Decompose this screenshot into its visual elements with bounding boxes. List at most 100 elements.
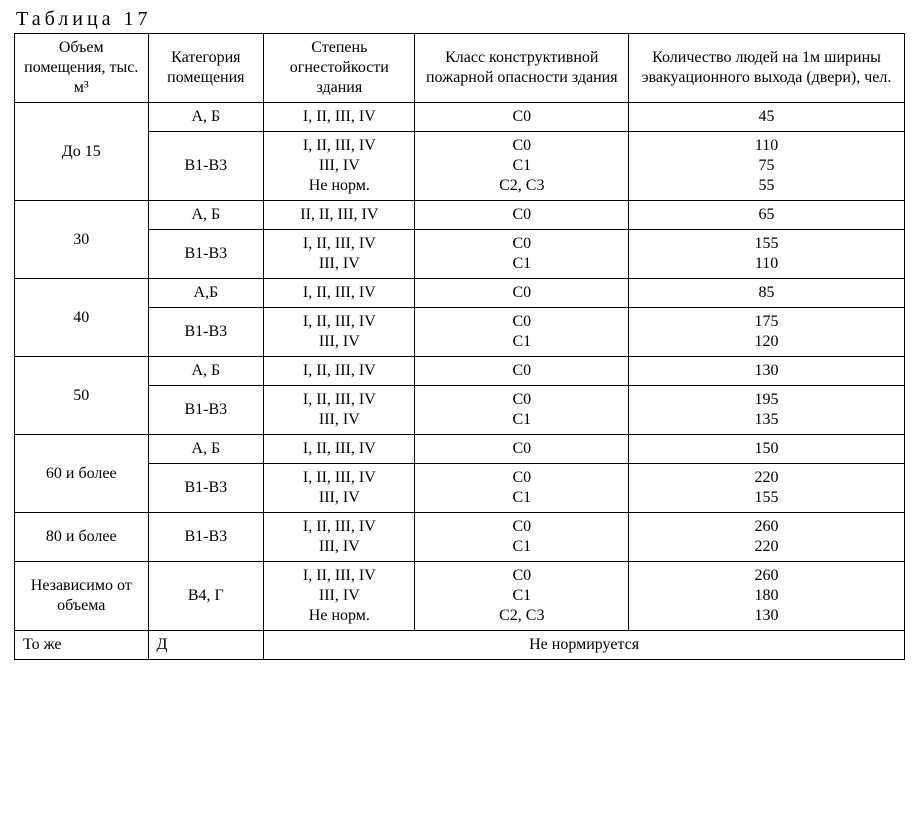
table-row: 60 и болееА, БI, II, III, IVС0150	[15, 435, 905, 464]
cell-people-line: 155	[635, 234, 898, 254]
table-row: 80 и болееВ1-В3I, II, III, IVIII, IVС0С1…	[15, 513, 905, 562]
table-row: До 15А, БI, II, III, IVС045	[15, 103, 905, 132]
cell-volume: 40	[15, 279, 149, 357]
cell-fire-resistance-line: III, IV	[270, 332, 408, 352]
header-row: Объем помещения, тыс. м³ Категория помещ…	[15, 34, 905, 103]
cell-fire-class: С0С1	[415, 308, 629, 357]
cell-people-line: 260	[635, 566, 898, 586]
table-row: В1-В3I, II, III, IVIII, IVС0С1175120	[15, 308, 905, 357]
cell-fire-resistance: I, II, III, IVIII, IV	[264, 308, 415, 357]
cell-fire-resistance-line: Не норм.	[270, 606, 408, 626]
cell-fire-class: С0С1	[415, 464, 629, 513]
cell-category: В1-В3	[148, 386, 264, 435]
cell-fire-class: С0С1	[415, 230, 629, 279]
cell-fire-resistance-line: I, II, III, IV	[270, 468, 408, 488]
cell-people-line: 195	[635, 390, 898, 410]
table-row: В1-В3I, II, III, IVIII, IVС0С1220155	[15, 464, 905, 513]
cell-people-line: 130	[635, 606, 898, 626]
cell-people: 175120	[629, 308, 905, 357]
cell-volume: 60 и более	[15, 435, 149, 513]
cell-fire-class: С0	[415, 201, 629, 230]
cell-fire-class: С0С1С2, С3	[415, 562, 629, 631]
cell-fire-class-line: С0	[421, 468, 622, 488]
cell-merged-not-regulated: Не нормируется	[264, 631, 905, 660]
cell-people-line: 75	[635, 156, 898, 176]
table-row: Независимо от объемаВ4, ГI, II, III, IVI…	[15, 562, 905, 631]
cell-fire-resistance-line: I, II, III, IV	[270, 234, 408, 254]
cell-fire-class: С0	[415, 357, 629, 386]
cell-fire-resistance: I, II, III, IVIII, IV	[264, 464, 415, 513]
table-row: В1-В3I, II, III, IVIII, IVС0С1155110	[15, 230, 905, 279]
cell-people-line: 55	[635, 176, 898, 196]
cell-category: В4, Г	[148, 562, 264, 631]
cell-fire-resistance: I, II, III, IVIII, IVНе норм.	[264, 132, 415, 201]
cell-people: 260180130	[629, 562, 905, 631]
col-header-fire-resistance: Степень огнестойкости здания	[264, 34, 415, 103]
cell-people-line: 110	[635, 136, 898, 156]
cell-fire-resistance-line: I, II, III, IV	[270, 136, 408, 156]
cell-people: 150	[629, 435, 905, 464]
cell-fire-class-line: С2, С3	[421, 176, 622, 196]
cell-volume: Независимо от объема	[15, 562, 149, 631]
cell-fire-class-line: С1	[421, 156, 622, 176]
cell-fire-resistance-line: I, II, III, IV	[270, 517, 408, 537]
table-row: 40А,БI, II, III, IVС085	[15, 279, 905, 308]
cell-category: А, Б	[148, 357, 264, 386]
cell-volume: 50	[15, 357, 149, 435]
cell-fire-resistance-line: Не норм.	[270, 176, 408, 196]
cell-fire-class: С0С1С2, С3	[415, 132, 629, 201]
cell-people-line: 120	[635, 332, 898, 352]
cell-fire-resistance-line: III, IV	[270, 537, 408, 557]
cell-people: 260220	[629, 513, 905, 562]
cell-fire-resistance-line: I, II, III, IV	[270, 566, 408, 586]
cell-fire-resistance-line: III, IV	[270, 488, 408, 508]
cell-category: В1-В3	[148, 132, 264, 201]
cell-fire-class-line: С0	[421, 390, 622, 410]
table-caption: Таблица 17	[16, 8, 905, 31]
cell-fire-class: С0	[415, 279, 629, 308]
cell-fire-class-line: С2, С3	[421, 606, 622, 626]
cell-volume: 30	[15, 201, 149, 279]
cell-fire-class-line: С0	[421, 566, 622, 586]
table-row-footer: То жеДНе нормируется	[15, 631, 905, 660]
cell-fire-resistance: I, II, III, IVIII, IV	[264, 513, 415, 562]
cell-fire-class-line: С1	[421, 488, 622, 508]
col-header-fire-class: Класс конструктивной пожарной опасности …	[415, 34, 629, 103]
cell-people-line: 175	[635, 312, 898, 332]
data-table: Объем помещения, тыс. м³ Категория помещ…	[14, 33, 905, 660]
cell-fire-class-line: С0	[421, 517, 622, 537]
cell-people-line: 260	[635, 517, 898, 537]
cell-fire-resistance: II, II, III, IV	[264, 201, 415, 230]
cell-people-line: 110	[635, 254, 898, 274]
cell-people-line: 220	[635, 537, 898, 557]
table-row: 50А, БI, II, III, IVС0130	[15, 357, 905, 386]
cell-people: 195135	[629, 386, 905, 435]
cell-fire-resistance-line: I, II, III, IV	[270, 390, 408, 410]
cell-fire-class: С0С1	[415, 513, 629, 562]
cell-people-line: 220	[635, 468, 898, 488]
cell-category: В1-В3	[148, 308, 264, 357]
cell-people: 85	[629, 279, 905, 308]
cell-people-line: 155	[635, 488, 898, 508]
cell-volume: До 15	[15, 103, 149, 201]
cell-category: А, Б	[148, 435, 264, 464]
cell-category: А, Б	[148, 201, 264, 230]
cell-fire-resistance: I, II, III, IV	[264, 435, 415, 464]
cell-fire-resistance: I, II, III, IVIII, IV	[264, 386, 415, 435]
col-header-category: Категория помещения	[148, 34, 264, 103]
cell-fire-resistance-line: III, IV	[270, 410, 408, 430]
cell-fire-class-line: С0	[421, 136, 622, 156]
cell-fire-class: С0	[415, 103, 629, 132]
cell-people: 155110	[629, 230, 905, 279]
cell-fire-resistance: I, II, III, IVIII, IVНе норм.	[264, 562, 415, 631]
cell-people: 65	[629, 201, 905, 230]
cell-people: 1107555	[629, 132, 905, 201]
cell-category: В1-В3	[148, 464, 264, 513]
cell-fire-resistance: I, II, III, IV	[264, 357, 415, 386]
cell-people: 45	[629, 103, 905, 132]
cell-fire-resistance: I, II, III, IV	[264, 103, 415, 132]
cell-people: 130	[629, 357, 905, 386]
cell-fire-class-line: С1	[421, 332, 622, 352]
cell-fire-class-line: С1	[421, 537, 622, 557]
col-header-people: Количество людей на 1м ширины эвакуацион…	[629, 34, 905, 103]
